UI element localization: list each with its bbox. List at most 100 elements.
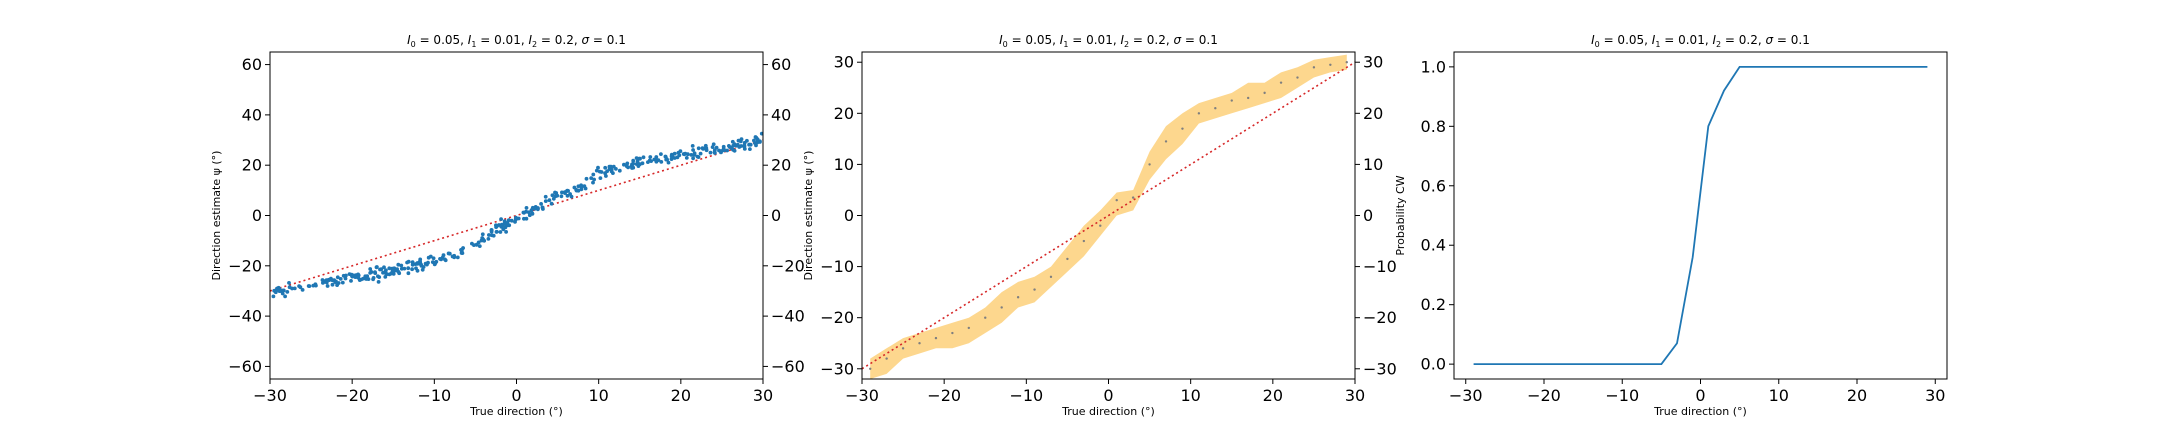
- scatter-point: [384, 272, 389, 277]
- scatter-point: [330, 282, 335, 287]
- mean-point: [1214, 107, 1217, 110]
- y-tick-label: 0: [844, 206, 854, 225]
- scatter-point: [550, 193, 555, 198]
- axes-frame: [1453, 51, 1948, 380]
- scatter-point: [624, 164, 629, 169]
- scatter-point: [721, 146, 726, 151]
- y-axis-label: Direction estimate ψ (°): [210, 151, 223, 281]
- scatter-point: [753, 135, 758, 139]
- scatter-point: [536, 206, 540, 210]
- scatter-point: [387, 266, 392, 271]
- scatter-point: [376, 280, 381, 284]
- scatter-point: [325, 284, 330, 288]
- confidence-band: [870, 54, 1347, 379]
- title-part: = 0.05,: [1008, 33, 1060, 47]
- scatter-point: [300, 288, 305, 292]
- x-tick-label: 10: [1180, 386, 1200, 405]
- scatter-point: [597, 169, 602, 174]
- scatter-point: [418, 259, 422, 264]
- mean-point: [1082, 239, 1086, 243]
- scatter-point: [551, 196, 556, 201]
- scatter-point: [596, 165, 600, 170]
- y-tick-label: 0.6: [1421, 176, 1446, 195]
- scatter-point: [604, 174, 608, 178]
- scatter-point: [527, 213, 532, 218]
- scatter-point: [306, 284, 311, 288]
- scatter-point: [389, 271, 394, 275]
- scatter-point: [565, 193, 570, 198]
- title-part: = 0.01,: [476, 33, 528, 47]
- x-tick-label: −30: [1449, 386, 1483, 405]
- y-tick-label: −60: [228, 357, 262, 376]
- x-tick-label: 20: [1847, 386, 1867, 405]
- title-part: 0: [411, 40, 416, 49]
- scatter-point: [414, 266, 418, 271]
- title-part: σ: [582, 33, 590, 47]
- mean-point: [1296, 76, 1299, 79]
- chart-panel-1: −30 −20 −10 0 10 20 30−60 −60−40 −40−20 −200 020 20…: [210, 33, 805, 418]
- mean-point: [1197, 112, 1201, 115]
- scatter-point: [700, 146, 705, 151]
- title-part: = 0.1: [1773, 33, 1810, 47]
- x-tick-label: −10: [1009, 386, 1043, 405]
- mean-point: [885, 357, 888, 360]
- identity-reference-line: [862, 61, 1355, 370]
- scatter-point: [280, 291, 285, 296]
- scatter-point: [539, 202, 543, 206]
- scatter-point: [335, 283, 339, 287]
- y-tick-label-right: 30: [1363, 53, 1383, 72]
- mean-point: [901, 347, 905, 350]
- scatter-point: [719, 150, 723, 155]
- mean-point: [1131, 196, 1135, 199]
- scatter-point: [754, 143, 758, 148]
- scatter-point: [672, 151, 677, 156]
- y-tick-label-right: 20: [1363, 104, 1383, 123]
- scatter-point: [381, 270, 385, 275]
- scatter-point: [487, 233, 491, 237]
- scatter-point: [443, 258, 448, 263]
- scatter-point: [287, 281, 291, 285]
- x-tick-label: −30: [253, 386, 287, 405]
- title-part: I: [1712, 33, 1716, 47]
- mean-point: [1246, 96, 1250, 100]
- title-part: 2: [1716, 40, 1721, 49]
- y-tick-label-right: 0: [771, 206, 781, 225]
- scatter-point: [272, 288, 277, 293]
- x-tick-label: 20: [1263, 386, 1283, 405]
- scatter-point: [500, 224, 505, 228]
- scatter-point: [692, 151, 697, 156]
- title-part: I: [1120, 33, 1124, 47]
- scatter-point: [736, 138, 741, 143]
- scatter-point: [685, 152, 690, 157]
- title-part: 1: [1655, 40, 1660, 49]
- title-part: I: [1652, 33, 1656, 47]
- scatter-point: [455, 255, 460, 260]
- scatter-point: [631, 158, 636, 163]
- scatter-point: [648, 155, 653, 159]
- scatter-point: [419, 262, 423, 267]
- scatter-point: [503, 222, 507, 227]
- scatter-point: [343, 276, 348, 281]
- scatter-point: [589, 176, 594, 181]
- scatter-point: [636, 164, 641, 169]
- title-part: = 0.05,: [416, 33, 468, 47]
- title-part: 2: [532, 40, 537, 49]
- title-part: σ: [1174, 33, 1182, 47]
- scatter-point: [669, 157, 674, 162]
- y-tick-label-right: 10: [1363, 155, 1383, 174]
- scatter-point: [665, 157, 669, 162]
- scatter-point: [603, 165, 608, 170]
- scatter-point: [344, 273, 348, 278]
- title-part: I: [468, 33, 472, 47]
- title-part: σ: [1766, 33, 1774, 47]
- y-tick-label: 30: [834, 53, 854, 72]
- scatter-point: [563, 191, 567, 196]
- scatter-point: [524, 206, 529, 210]
- x-tick-label: 30: [753, 386, 773, 405]
- axes-frame: [269, 51, 764, 380]
- plot-area: [270, 131, 763, 299]
- scatter-point: [731, 143, 736, 148]
- scatter-point: [522, 216, 526, 221]
- scatter-point: [652, 157, 657, 162]
